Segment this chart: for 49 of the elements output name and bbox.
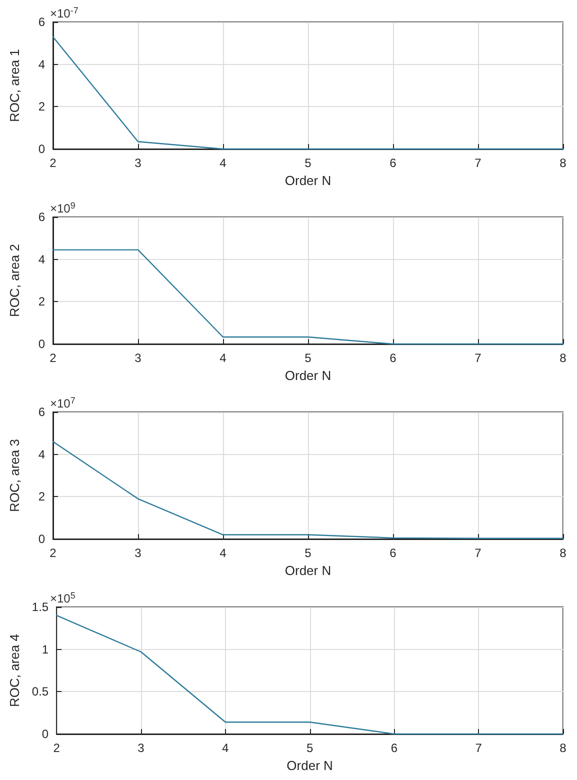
y-tick-label: 2 bbox=[38, 294, 46, 309]
x-tick-label: 2 bbox=[53, 741, 60, 755]
x-tick-label: 5 bbox=[306, 741, 314, 755]
y-tick-label: 2 bbox=[38, 100, 46, 114]
x-tick-label: 7 bbox=[474, 351, 482, 365]
y-tick-label: 6 bbox=[38, 15, 46, 29]
x-tick-label: 3 bbox=[134, 351, 142, 365]
x-axis-title: Order N bbox=[284, 368, 332, 383]
y-tick-label: 4 bbox=[38, 447, 46, 462]
x-tick-label: 4 bbox=[220, 156, 227, 170]
x-tick-label: 7 bbox=[475, 741, 482, 755]
x-tick-label: 6 bbox=[390, 351, 397, 365]
x-tick-label: 6 bbox=[390, 156, 397, 170]
y-tick-label: 4 bbox=[38, 57, 46, 72]
y-tick-label: 0 bbox=[38, 142, 46, 156]
y-tick-label: 1.5 bbox=[32, 600, 49, 614]
x-tick-label: 6 bbox=[390, 741, 398, 755]
x-tick-label: 3 bbox=[134, 546, 142, 560]
y-tick-label: 4 bbox=[38, 252, 46, 266]
y-tick-label: 0.5 bbox=[32, 684, 49, 699]
y-axis-title: ROC, area 3 bbox=[7, 439, 22, 512]
x-tick-label: 7 bbox=[474, 156, 482, 170]
y-tick-label: 2 bbox=[38, 490, 46, 504]
y-axis-title: ROC, area 4 bbox=[7, 634, 22, 707]
x-tick-label: 8 bbox=[560, 156, 567, 170]
x-tick-label: 8 bbox=[560, 351, 567, 365]
x-tick-label: 3 bbox=[134, 156, 142, 170]
x-axis-title: Order N bbox=[286, 758, 333, 773]
x-tick-label: 4 bbox=[220, 351, 227, 365]
x-axis-title: Order N bbox=[284, 172, 332, 188]
y-tick-label: 0 bbox=[38, 532, 46, 546]
y-tick-label: 0 bbox=[38, 337, 46, 351]
x-tick-label: 7 bbox=[474, 546, 482, 560]
x-tick-label: 3 bbox=[138, 741, 145, 755]
y-tick-label: 0 bbox=[42, 727, 49, 741]
x-tick-label: 4 bbox=[220, 546, 227, 560]
x-tick-label: 8 bbox=[560, 546, 567, 560]
y-tick-label: 6 bbox=[38, 405, 46, 419]
y-axis-title: ROC, area 2 bbox=[7, 244, 22, 317]
x-tick-label: 6 bbox=[390, 546, 397, 560]
x-tick-label: 5 bbox=[304, 156, 312, 170]
x-tick-label: 8 bbox=[560, 741, 567, 755]
y-tick-label: 1 bbox=[42, 642, 49, 656]
x-axis-title: Order N bbox=[284, 562, 332, 578]
x-tick-label: 5 bbox=[304, 351, 312, 365]
y-tick-label: 6 bbox=[38, 210, 46, 224]
x-tick-label: 5 bbox=[304, 546, 312, 560]
x-tick-label: 4 bbox=[222, 741, 230, 755]
y-axis-title: ROC, area 1 bbox=[7, 49, 22, 122]
